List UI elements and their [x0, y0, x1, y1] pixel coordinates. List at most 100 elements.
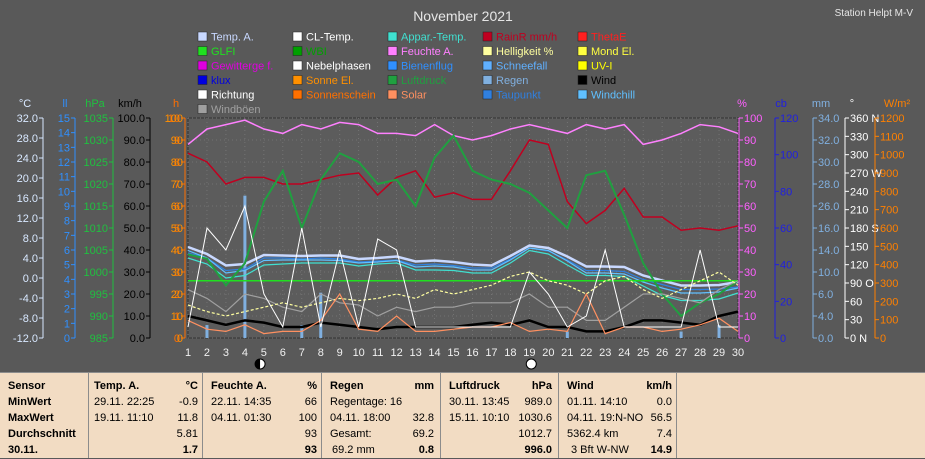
legend-label: Sonnenschein — [306, 90, 376, 102]
right-tick-label: 600 — [880, 223, 898, 235]
legend-label: Sonne El. — [306, 75, 354, 87]
stats-rain-header: Regen — [330, 380, 364, 392]
right-tick-label: 20 — [744, 289, 756, 301]
legend-swatch — [482, 75, 493, 85]
x-tick-label: 24 — [618, 347, 630, 359]
right-tick-label: 120 — [850, 260, 868, 272]
right-tick-label: 300 — [880, 278, 898, 290]
legend-label: Richtung — [211, 90, 254, 102]
rain-bar — [565, 331, 569, 338]
stats-humidity-unit: % — [307, 380, 317, 392]
moon-icon — [525, 358, 537, 370]
legend-label: Gewitterge f. — [211, 61, 273, 73]
right-tick-label: 150 — [850, 241, 868, 253]
legend-swatch — [482, 31, 493, 42]
stats-wind-col: Wind km/h 01.11. 14:10 0.0 04.11. 19:N-N… — [559, 373, 676, 458]
legend-swatch — [197, 75, 208, 85]
left-tick-label: 70 — [171, 179, 183, 191]
chart: November 2021 Station Helpt M-V Temp. A.… — [13, 8, 913, 370]
left-tick-label: 1005 — [84, 245, 108, 257]
left-tick-label: 40.0 — [124, 245, 145, 257]
stats-wind-max: 56.5 — [650, 412, 672, 424]
stats-rain-sum: 69.2 mm — [332, 444, 375, 456]
left-tick-label: 1000 — [84, 267, 108, 279]
stats-wind-avg: 7.4 — [656, 428, 672, 440]
right-tick-label: 0 — [780, 333, 786, 345]
stats-rain-current: 0.8 — [418, 444, 434, 456]
legend-label: RainR mm/h — [496, 32, 557, 44]
right-tick-label: 32.0 — [818, 135, 839, 147]
left-tick-label: 80 — [171, 157, 183, 169]
right-tick-label: 30 — [850, 315, 862, 327]
right-tick-label: 28.0 — [818, 179, 839, 191]
stats-wind-min: 0.0 — [656, 396, 672, 408]
x-tick-label: 27 — [675, 347, 687, 359]
left-tick-label: 50.0 — [124, 223, 145, 235]
left-tick-label: 1020 — [84, 179, 108, 191]
stats-humidity-min-time: 22.11. 14:35 — [211, 396, 272, 408]
stats-pressure-max-time: 15.11. 10:10 — [449, 412, 510, 424]
x-tick-label: 5 — [261, 347, 267, 359]
left-tick-label: 16.0 — [17, 193, 38, 205]
legend-label: Windchill — [591, 90, 635, 102]
right-tick-label: 0 N — [850, 333, 867, 345]
stats-pressure-avg: 1012.7 — [518, 428, 552, 440]
right-tick-label: 16.0 — [818, 223, 839, 235]
stats-wind-unit: km/h — [646, 380, 672, 392]
left-axis-unit: °C — [19, 98, 31, 110]
right-tick-label: 240 — [850, 186, 868, 198]
stats-wind-current: 14.9 — [650, 444, 672, 456]
stats-temp-header: Temp. A. — [94, 380, 140, 392]
stats-pressure-max: 1030.6 — [518, 412, 552, 424]
series-line — [187, 280, 739, 321]
left-tick-label: 1010 — [84, 223, 108, 235]
stats-wind-header: Wind — [567, 380, 594, 392]
right-axis-unit: mm — [812, 98, 830, 110]
legend-swatch — [197, 60, 208, 71]
left-tick-label: 1035 — [84, 113, 108, 125]
stats-row-label: MinWert — [8, 396, 52, 408]
right-tick-label: 80 — [780, 186, 792, 198]
left-tick-label: 70.0 — [124, 179, 145, 191]
legend-label: Taupunkt — [496, 90, 541, 102]
left-tick-label: 9 — [64, 201, 70, 213]
left-tick-label: 1015 — [84, 201, 108, 213]
stats-temp-avg: 5.81 — [176, 428, 198, 440]
left-tick-label: 1025 — [84, 157, 108, 169]
series-line — [187, 119, 739, 146]
x-tick-label: 23 — [599, 347, 611, 359]
stats-temp-min-time: 29.11. 22:25 — [94, 396, 155, 408]
stats-sensor-header: Sensor — [8, 380, 46, 392]
left-tick-label: 0 — [64, 333, 70, 345]
legend-label: Mond El. — [591, 46, 634, 58]
x-tick-label: 19 — [523, 347, 535, 359]
left-tick-label: 60 — [171, 201, 183, 213]
legend-label: klux — [211, 75, 231, 87]
right-tick-label: 800 — [880, 186, 898, 198]
left-tick-label: 20.0 — [124, 289, 145, 301]
rain-bar — [319, 292, 323, 338]
stats-pressure-current: 996.0 — [524, 444, 552, 456]
left-tick-label: 5 — [174, 223, 180, 235]
legend-label: Regen — [496, 75, 528, 87]
stats-humidity-avg: 93 — [304, 428, 317, 440]
right-tick-label: 500 — [880, 241, 898, 253]
left-tick-label: 12.0 — [17, 213, 38, 225]
series-line — [187, 133, 739, 318]
left-tick-label: 4 — [174, 245, 180, 257]
right-axis-unit: W/m² — [884, 98, 911, 110]
right-tick-label: 20 — [780, 296, 792, 308]
left-tick-label: 90 — [171, 135, 183, 147]
right-tick-label: 120 — [780, 113, 798, 125]
x-tick-label: 20 — [542, 347, 554, 359]
left-tick-label: 4 — [64, 274, 70, 286]
left-axis-unit: h — [173, 98, 179, 110]
left-tick-label: 30.0 — [124, 267, 145, 279]
stats-sensor-col: Sensor MinWert MaxWert Durchschnitt 30.1… — [0, 373, 88, 458]
x-tick-label: 21 — [561, 347, 573, 359]
legend-label: Luftdruck — [401, 75, 447, 87]
stats-humidity-min: 66 — [304, 396, 317, 408]
legend-label: Helligkeit % — [496, 46, 554, 58]
x-tick-label: 14 — [428, 347, 440, 359]
x-tick-label: 7 — [299, 347, 305, 359]
